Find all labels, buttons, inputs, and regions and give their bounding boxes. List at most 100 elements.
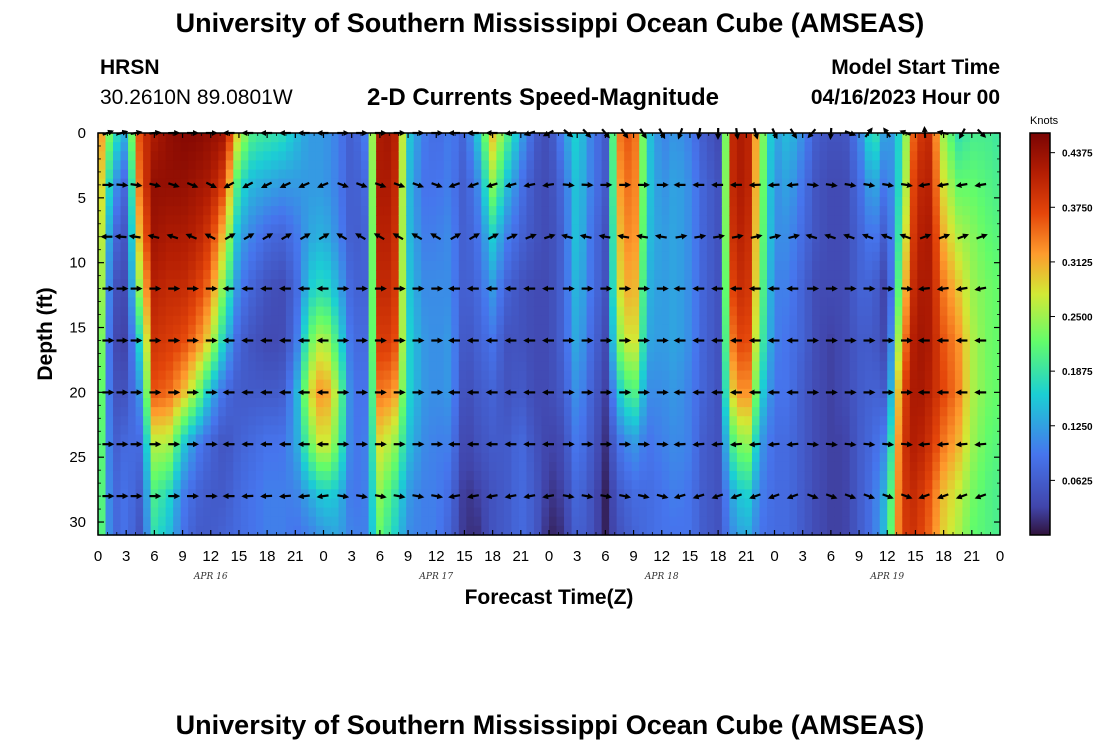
heat-cell bbox=[609, 215, 618, 225]
heat-cell bbox=[195, 324, 204, 335]
heat-cell bbox=[331, 507, 340, 518]
heat-cell bbox=[143, 324, 152, 335]
heat-cell bbox=[376, 343, 385, 353]
heat-cell bbox=[894, 260, 903, 271]
heat-cell bbox=[451, 160, 460, 171]
heat-cell bbox=[751, 196, 761, 207]
heat-cell bbox=[346, 525, 355, 536]
heat-cell bbox=[736, 471, 746, 481]
heat-cell bbox=[526, 251, 535, 262]
heat-cell bbox=[571, 416, 580, 426]
heat-cell bbox=[549, 315, 558, 326]
heat-cell bbox=[285, 260, 295, 271]
heat-cell bbox=[864, 260, 873, 271]
heat-cell bbox=[594, 133, 603, 143]
heat-cell bbox=[150, 352, 159, 363]
heat-cell bbox=[812, 297, 821, 308]
heat-cell bbox=[225, 142, 234, 152]
heat-cell bbox=[233, 407, 242, 417]
heat-cell bbox=[879, 407, 888, 417]
heat-cell bbox=[909, 443, 918, 454]
heat-cell bbox=[406, 480, 415, 490]
heat-cell bbox=[909, 461, 918, 472]
heat-cell bbox=[789, 525, 798, 536]
heat-cell bbox=[721, 461, 730, 472]
heat-cell bbox=[849, 471, 858, 481]
heat-cell bbox=[383, 160, 392, 171]
heat-cell bbox=[300, 361, 310, 372]
heat-cell bbox=[571, 215, 580, 225]
heat-cell bbox=[924, 516, 933, 527]
heat-cell bbox=[939, 169, 948, 180]
heat-cell bbox=[308, 187, 317, 198]
heat-cell bbox=[729, 251, 738, 262]
heat-cell bbox=[120, 525, 129, 536]
heat-cell bbox=[135, 361, 144, 372]
heat-cell bbox=[646, 169, 655, 180]
heat-cell bbox=[579, 397, 588, 408]
heat-cell bbox=[383, 370, 392, 381]
heat-cell bbox=[248, 206, 257, 216]
heat-cell bbox=[315, 516, 325, 527]
heat-cell bbox=[481, 452, 490, 463]
heat-cell bbox=[699, 206, 708, 216]
heat-cell bbox=[624, 516, 633, 527]
heat-cell bbox=[120, 196, 129, 207]
heat-cell bbox=[721, 133, 730, 143]
heat-cell bbox=[150, 434, 159, 445]
heat-cell bbox=[759, 416, 768, 426]
heat-cell bbox=[864, 206, 873, 216]
heat-cell bbox=[804, 297, 813, 308]
heat-cell bbox=[616, 480, 625, 490]
heat-cell bbox=[594, 270, 603, 280]
heat-cell bbox=[120, 306, 129, 317]
heat-cell bbox=[857, 480, 866, 490]
heat-cell bbox=[481, 169, 490, 180]
heat-cell bbox=[541, 151, 550, 162]
heat-cell bbox=[594, 343, 603, 353]
heat-cell bbox=[323, 260, 332, 271]
heat-cell bbox=[804, 279, 813, 289]
heat-cell bbox=[503, 160, 513, 171]
heat-cell bbox=[458, 270, 467, 280]
heat-cell bbox=[436, 443, 445, 454]
heat-cell bbox=[323, 352, 332, 363]
heat-cell bbox=[195, 260, 204, 271]
heat-cell bbox=[669, 142, 678, 152]
heat-cell bbox=[173, 334, 182, 344]
heat-cell bbox=[676, 224, 685, 235]
heat-cell bbox=[804, 379, 813, 390]
heat-cell bbox=[323, 187, 332, 198]
heat-cell bbox=[714, 397, 723, 408]
heat-cell bbox=[255, 178, 264, 189]
heat-cell bbox=[195, 160, 204, 171]
heat-cell bbox=[594, 434, 603, 445]
heat-cell bbox=[751, 416, 761, 426]
heat-cell bbox=[789, 297, 798, 308]
heat-cell bbox=[932, 224, 941, 235]
heat-cell bbox=[594, 288, 603, 299]
heat-cell bbox=[849, 352, 858, 363]
heat-cell bbox=[691, 196, 700, 207]
heat-cell bbox=[669, 215, 678, 225]
heat-cell bbox=[932, 160, 941, 171]
heat-cell bbox=[180, 270, 189, 280]
heat-cell bbox=[346, 206, 355, 216]
heat-cell bbox=[797, 160, 806, 171]
heat-cell bbox=[458, 169, 467, 180]
heat-cell bbox=[353, 206, 362, 216]
heat-cell bbox=[751, 279, 761, 289]
heat-cell bbox=[789, 215, 798, 225]
heat-cell bbox=[646, 288, 655, 299]
heat-cell bbox=[827, 388, 836, 399]
heat-cell bbox=[503, 370, 513, 381]
heat-cell bbox=[902, 242, 911, 253]
heat-cell bbox=[488, 279, 497, 289]
heat-cell bbox=[135, 315, 144, 326]
heat-cell bbox=[383, 407, 392, 417]
heat-cell bbox=[669, 187, 678, 198]
heat-cell bbox=[804, 443, 813, 454]
heat-cell bbox=[857, 489, 866, 500]
heat-cell bbox=[436, 160, 445, 171]
heat-cell bbox=[285, 215, 295, 225]
